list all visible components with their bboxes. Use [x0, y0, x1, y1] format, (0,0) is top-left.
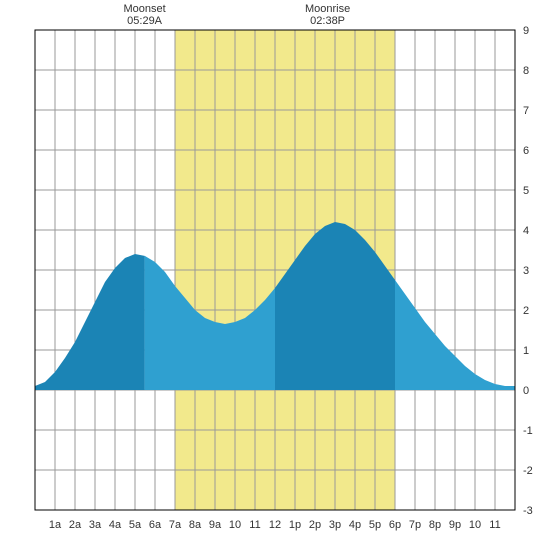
x-tick-label: 5p: [369, 519, 381, 531]
x-tick-label: 9p: [449, 519, 461, 531]
y-tick-label: 2: [523, 305, 529, 317]
x-tick-label: 8a: [189, 519, 202, 531]
x-tick-label: 5a: [129, 519, 142, 531]
x-tick-label: 4a: [109, 519, 122, 531]
y-tick-label: 4: [523, 225, 529, 237]
moonset-time: 05:29A: [127, 15, 163, 27]
x-tick-label: 10: [229, 519, 241, 531]
x-tick-label: 2a: [69, 519, 82, 531]
x-tick-label: 6a: [149, 519, 162, 531]
x-tick-label: 11: [249, 519, 260, 531]
x-tick-label: 3a: [89, 519, 102, 531]
x-tick-label: 3p: [329, 519, 341, 531]
x-tick-label: 8p: [429, 519, 441, 531]
x-tick-label: 10: [469, 519, 481, 531]
y-tick-label: 3: [523, 265, 529, 277]
x-tick-label: 9a: [209, 519, 222, 531]
y-tick-label: -2: [523, 465, 533, 477]
moonrise-time: 02:38P: [310, 15, 345, 27]
chart-svg: -3-2-101234567891a2a3a4a5a6a7a8a9a101112…: [0, 0, 550, 550]
y-tick-label: 7: [523, 105, 529, 117]
x-tick-label: 2p: [309, 519, 321, 531]
x-tick-label: 7p: [409, 519, 421, 531]
x-tick-label: 7a: [169, 519, 182, 531]
y-tick-label: 5: [523, 185, 529, 197]
moonrise-label: Moonrise: [305, 3, 350, 15]
x-tick-label: 6p: [389, 519, 401, 531]
moonset-label: Moonset: [123, 3, 165, 15]
y-tick-label: 6: [523, 145, 529, 157]
tide-segment: [35, 254, 145, 390]
y-tick-label: -1: [523, 425, 533, 437]
y-tick-label: 9: [523, 25, 529, 37]
x-tick-label: 11: [489, 519, 500, 531]
x-tick-label: 4p: [349, 519, 361, 531]
x-tick-label: 1a: [49, 519, 62, 531]
y-tick-label: 0: [523, 385, 529, 397]
x-tick-label: 1p: [289, 519, 301, 531]
x-tick-label: 12: [269, 519, 281, 531]
tide-chart: -3-2-101234567891a2a3a4a5a6a7a8a9a101112…: [0, 0, 550, 550]
y-tick-label: 8: [523, 65, 529, 77]
y-tick-label: 1: [523, 345, 529, 357]
y-tick-label: -3: [523, 505, 533, 517]
